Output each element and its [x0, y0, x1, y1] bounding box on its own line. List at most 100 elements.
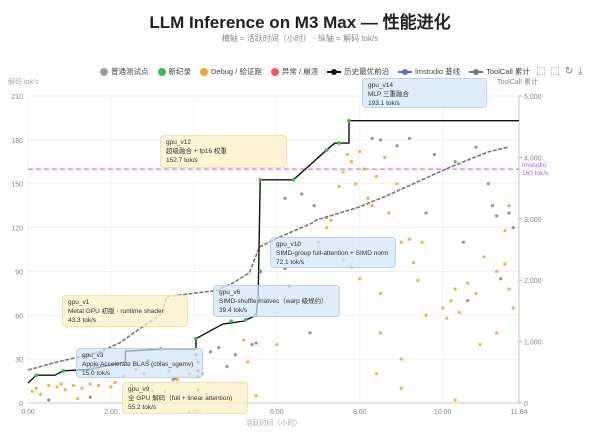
new-record-point: [324, 148, 329, 152]
scatter-point: [399, 357, 403, 361]
scatter-point: [55, 385, 59, 389]
scatter-point: [80, 386, 84, 390]
new-record-point: [337, 141, 341, 145]
zoom-reset-icon[interactable]: ⬚: [550, 66, 560, 77]
scatter-point: [453, 398, 457, 402]
y-tick-label: 210: [11, 94, 23, 101]
legend-label: 普通测试点: [111, 67, 149, 76]
scatter-point: [345, 152, 349, 157]
legend-item[interactable]: 历史最优前沿: [327, 66, 389, 77]
annotation-line: 39.4 tok/s: [219, 307, 248, 314]
scatter-point: [324, 225, 329, 230]
scatter-point: [250, 342, 254, 347]
annotation-line: gpu_v14: [368, 82, 393, 89]
scatter-point: [424, 313, 428, 317]
scatter-point: [486, 182, 490, 186]
y2-tick-label: 5,000: [524, 94, 542, 101]
scatter-point: [38, 392, 43, 396]
scatter-point: [88, 382, 92, 386]
y-tick-label: 30: [15, 357, 23, 364]
new-record-point: [243, 317, 248, 322]
scatter-point: [337, 185, 341, 189]
legend-dot-icon: [200, 67, 208, 76]
scatter-point: [474, 145, 478, 149]
annotation-v6: gpu_v6 SIMD-shuffle matvec（warp 级规约） 39.4 …: [213, 285, 340, 317]
scatter-point: [358, 149, 362, 154]
scatter-point: [412, 261, 416, 265]
scatter-point: [378, 331, 383, 335]
scatter-point: [474, 291, 478, 295]
legend-dot-icon: [270, 67, 279, 76]
legend-item[interactable]: Debug / 验证跑: [200, 66, 262, 77]
zoom-select-icon[interactable]: ⬚: [536, 66, 546, 77]
restore-icon[interactable]: ↻: [564, 66, 574, 77]
y-tick-label: 60: [15, 313, 23, 320]
scatter-point: [308, 331, 312, 335]
scatter-point: [478, 342, 482, 347]
legend-line-icon: [327, 68, 342, 76]
scatter-point: [76, 397, 80, 401]
download-icon[interactable]: ⤓: [578, 66, 583, 77]
new-record-point: [347, 118, 351, 123]
scatter-point: [495, 214, 499, 218]
x-tick-label: 6.00: [270, 409, 284, 416]
scatter-point: [59, 382, 63, 386]
annotation-line: gpu_v6: [219, 289, 241, 296]
scatter-point: [246, 360, 250, 364]
legend-item[interactable]: 异常 / 崩溃: [270, 66, 318, 77]
annotation-line: 152.7 tok/s: [166, 157, 198, 164]
scatter-point: [378, 291, 383, 295]
annotation-line: gpu_v12: [166, 139, 191, 146]
scatter-point: [490, 204, 495, 208]
legend-item[interactable]: 新纪录: [157, 66, 192, 77]
scatter-point: [383, 155, 387, 159]
scatter-point: [395, 144, 399, 148]
scatter-point: [511, 306, 515, 310]
y2-tick-label: 3,000: [524, 217, 542, 224]
x-tick-label: 0.00: [21, 409, 35, 416]
scatter-point: [449, 299, 453, 303]
legend-label: lmstudio 基线: [415, 67, 461, 76]
scatter-point: [242, 338, 246, 342]
legend-dot-icon: [100, 67, 108, 76]
scatter-point: [482, 255, 486, 259]
y-tick-label: 90: [15, 269, 23, 276]
scatter-point: [399, 386, 403, 390]
scatter-point: [312, 204, 316, 208]
scatter-point: [503, 228, 507, 233]
y-tick-label: 150: [11, 182, 23, 189]
new-record-point: [229, 319, 234, 323]
scatter-point: [499, 277, 503, 281]
legend-item[interactable]: 普通测试点: [100, 66, 149, 77]
scatter-point: [445, 316, 449, 320]
scatter-point: [495, 269, 499, 274]
scatter-point: [217, 345, 221, 350]
new-record-point: [258, 269, 263, 274]
scatter-point: [366, 196, 370, 200]
y2-tick-label: 2,000: [524, 278, 542, 285]
scatter-point: [354, 182, 358, 186]
scatter-point: [374, 174, 378, 179]
annotation-line: SIMD-shuffle matvec（warp 级规约）: [219, 298, 328, 305]
scatter-point: [495, 331, 499, 335]
scatter-point: [34, 386, 38, 390]
legend-item[interactable]: ToolCall 累计: [469, 66, 530, 77]
legend-item[interactable]: lmstudio 基线: [398, 66, 460, 77]
scatter-point: [341, 170, 345, 174]
scatter-point: [113, 380, 117, 385]
scatter-point: [47, 383, 51, 388]
legend-label: 新纪录: [168, 67, 192, 76]
scatter-point: [96, 383, 101, 388]
chart-subtitle: 横轴 = 活跃时间（小时） · 纵轴 = 解码 tok/s: [221, 34, 379, 43]
scatter-point: [503, 262, 507, 266]
scatter-point: [424, 211, 428, 215]
x-axis-title: 活跃时间（小时）: [246, 418, 302, 427]
scatter-point: [511, 225, 515, 230]
annotation-line: Metal GPU 初版 · runtime shader: [68, 308, 164, 315]
legend-line-icon: [469, 68, 484, 76]
y2-tick-label: 4,000: [524, 155, 542, 162]
scatter-point: [362, 167, 366, 171]
y2-tick-label: 0: [524, 401, 528, 408]
